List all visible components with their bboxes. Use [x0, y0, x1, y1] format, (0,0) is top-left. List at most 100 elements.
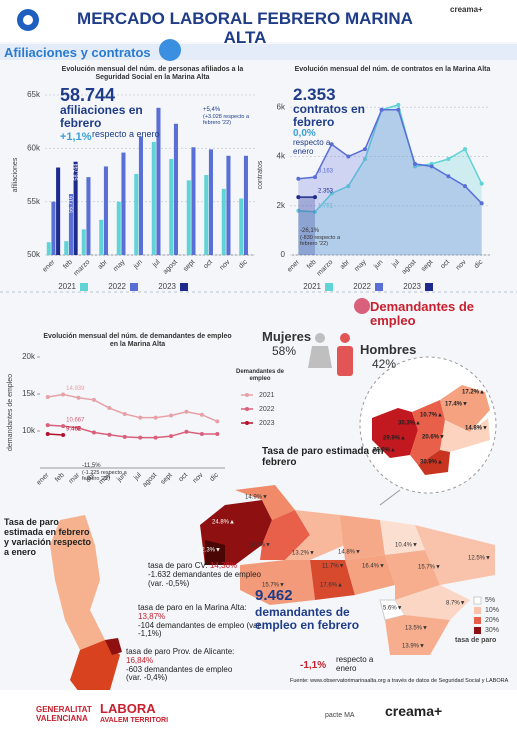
region — [345, 555, 395, 595]
point — [479, 201, 484, 206]
summary-title: Tasa de paro estimada en febrero y varia… — [4, 517, 92, 557]
source: Fuente: www.observatorimarinaalta.org a … — [290, 678, 509, 684]
map-label: 30.3%▲ — [398, 421, 421, 427]
legend-label: 20% — [485, 617, 499, 624]
gender-value: 58% — [272, 344, 297, 358]
logo — [23, 15, 33, 25]
region — [70, 640, 120, 700]
point — [363, 157, 367, 161]
annotation: respecto a enero — [293, 138, 331, 156]
x-tick-label: nov — [192, 471, 205, 484]
map-label: 17.4%▼ — [445, 402, 468, 408]
map-label: 24.8%▲ — [212, 520, 235, 526]
point — [91, 430, 96, 435]
x-tick-label: marzo — [73, 259, 92, 278]
footer-logo: LABORA — [100, 701, 156, 716]
area — [298, 197, 315, 255]
gender-label: Mujeres — [262, 329, 312, 344]
point — [346, 154, 351, 159]
map-label: 17.6%▲ — [320, 583, 343, 589]
x-tick-label: sept — [159, 472, 173, 486]
y-axis-label: demandantes de empleo — [7, 374, 14, 451]
map-label: 13.5%▼ — [405, 626, 428, 632]
annotation: contratos en febrero — [293, 102, 366, 130]
map-label: 29.9%▲ — [383, 436, 406, 442]
point — [107, 432, 112, 437]
point — [153, 435, 158, 440]
x-tick-label: may — [112, 258, 127, 273]
x-tick-label: sept — [420, 259, 434, 273]
annotation: -11,5% — [82, 463, 101, 469]
point — [122, 434, 127, 439]
data-label: 2.353 — [318, 189, 334, 195]
total-label: demandantes de empleo en febrero — [255, 605, 360, 633]
line — [298, 103, 483, 213]
line — [298, 109, 483, 204]
bar — [169, 159, 174, 255]
bar — [99, 219, 104, 255]
summary-item: tasa de paro en la Marina Alta: 13,87% -1… — [138, 603, 263, 639]
point — [215, 431, 220, 436]
footer-logo: pacte MA — [325, 712, 355, 719]
legend-swatch — [474, 617, 481, 624]
legend-swatch — [180, 283, 188, 291]
data-label: 9.462 — [66, 427, 82, 433]
bar — [73, 161, 78, 255]
y-tick-label: 6k — [277, 102, 286, 111]
point — [296, 208, 301, 213]
annotation: (-830 respecto a febrero '22) — [300, 235, 341, 248]
y-tick-label: 50k — [27, 250, 41, 259]
point — [76, 426, 81, 431]
bar — [134, 173, 139, 255]
point — [45, 394, 50, 399]
map-label: 32.3%▼ — [198, 548, 221, 554]
bar — [138, 136, 143, 255]
bar — [204, 175, 209, 255]
map-label: 19.2%▼ — [248, 543, 271, 549]
annotation: 0,0% — [293, 128, 316, 139]
bar — [103, 166, 108, 255]
bar — [226, 155, 231, 255]
map-label: 29.0%▲ — [373, 448, 396, 454]
x-tick-label: abr — [97, 258, 110, 271]
region — [395, 585, 470, 620]
bar — [64, 241, 69, 255]
point — [296, 195, 301, 200]
bar — [68, 194, 73, 255]
point — [138, 415, 143, 420]
legend-title: Demandantes de empleo — [235, 369, 284, 382]
point — [169, 434, 174, 439]
region — [310, 560, 355, 600]
summary-label: tasa de paro CV: — [148, 561, 208, 570]
bar — [239, 198, 244, 255]
x-tick-label: abr — [339, 258, 352, 271]
icon — [337, 346, 353, 376]
total-value: 9.462 — [255, 587, 293, 604]
legend-swatch — [474, 627, 481, 634]
y-tick-label: 10k — [22, 426, 36, 435]
legend-label: 5% — [485, 597, 495, 604]
x-tick-label: feb — [306, 259, 318, 271]
map-label: 10.4%▼ — [395, 543, 418, 549]
point — [61, 424, 66, 429]
point — [396, 102, 401, 107]
y-tick-label: 15k — [22, 389, 36, 398]
x-tick-label: nov — [455, 258, 468, 271]
x-tick-label: dic — [473, 258, 485, 270]
y-tick-label: 55k — [27, 197, 41, 206]
x-tick-label: feb — [54, 472, 66, 484]
summary-value: 16,84% — [126, 655, 154, 665]
summary-detail: -1.632 demandantes de empleo (var. -0,5%… — [148, 569, 261, 588]
summary-label: tasa de paro en la Marina Alta: — [138, 603, 247, 612]
annotation: +1,1% — [60, 131, 92, 143]
x-tick-label: jul — [151, 258, 162, 269]
legend-label: 10% — [485, 607, 499, 614]
summary-value: 14,36% — [209, 561, 238, 570]
section-title: Afiliaciones y contratos — [4, 45, 151, 60]
point — [313, 175, 317, 180]
legend-label: 2023 — [403, 282, 421, 291]
y-tick-label: 20k — [22, 352, 36, 361]
point — [61, 432, 66, 437]
map-label: 12.5%▼ — [468, 556, 491, 562]
